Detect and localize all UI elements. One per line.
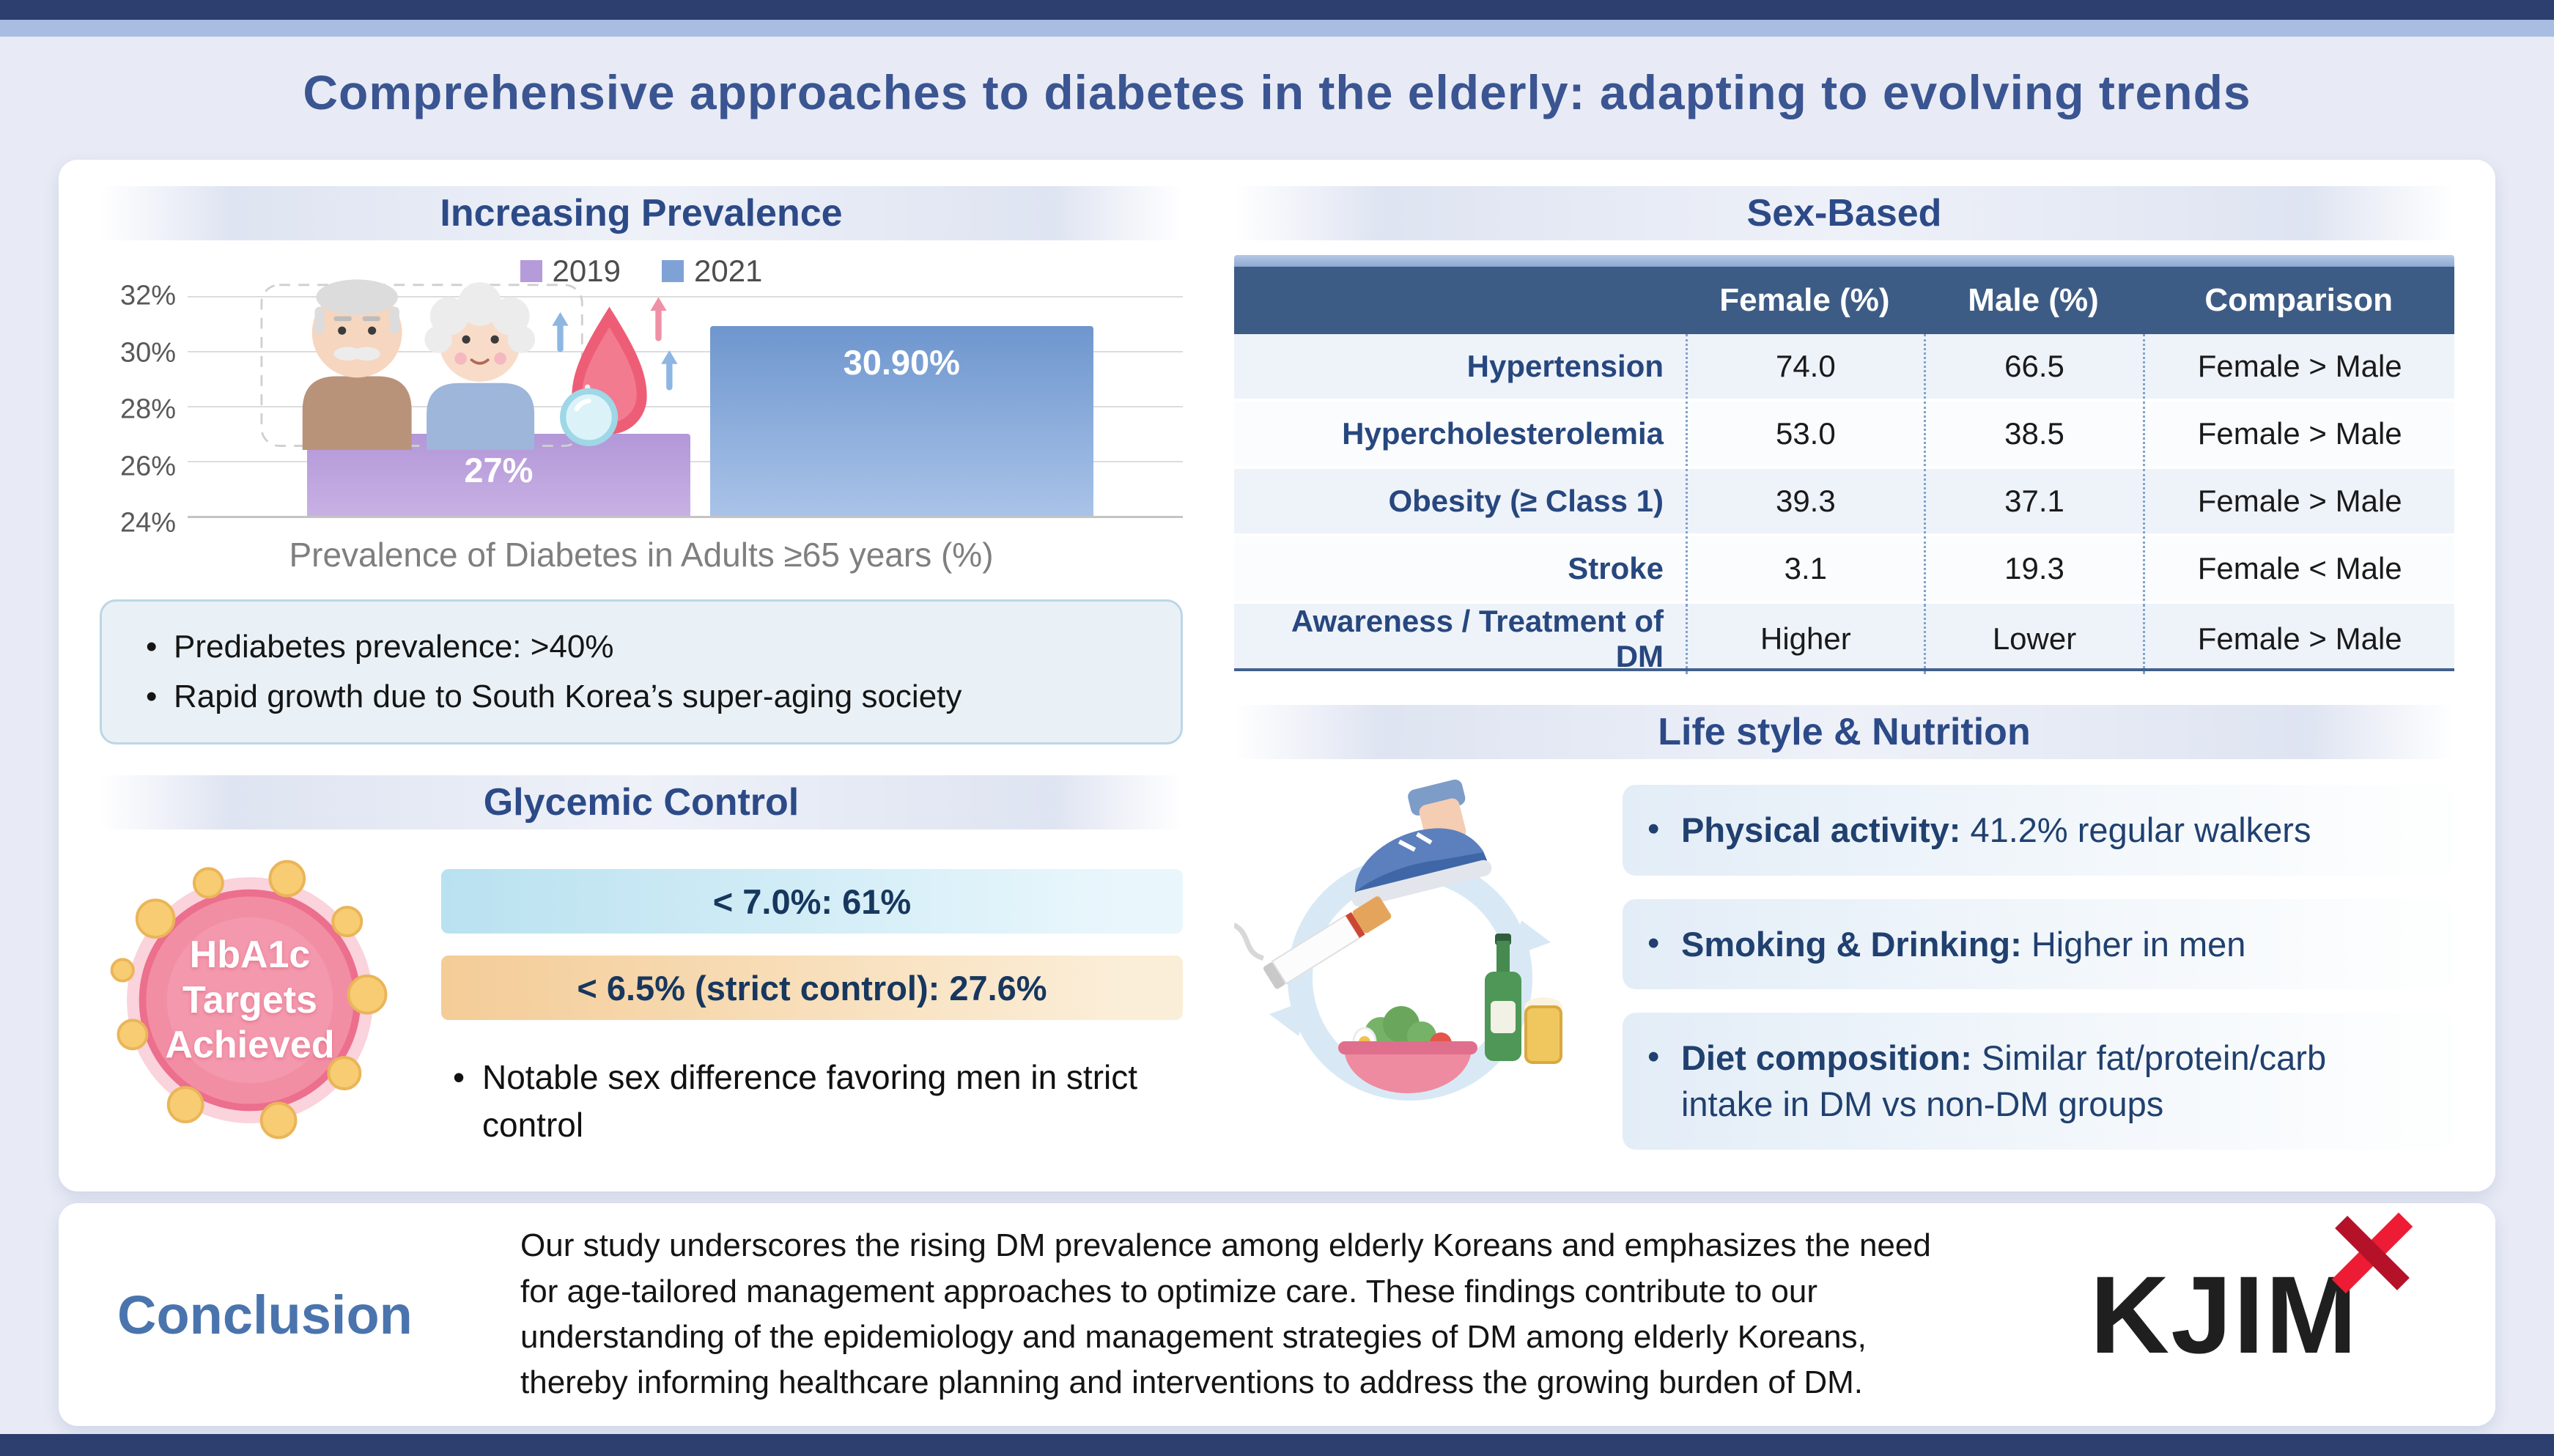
right-column: Sex-Based Female (%) Male (%) Comparison… <box>1232 186 2454 1169</box>
hba1c-target-bars: < 7.0%: 61% < 6.5% (strict control): 27.… <box>441 850 1183 1148</box>
male-value: 19.3 <box>1923 536 2144 601</box>
prevalence-note-box: Prediabetes prevalence: >40% Rapid growt… <box>100 599 1183 745</box>
row-label: Hypercholesterolemia <box>1342 416 1664 451</box>
lifestyle-item-lead: Diet composition: <box>1680 1038 1972 1077</box>
walking-shoe-icon <box>1351 779 1492 907</box>
table-header-male: Male (%) <box>1968 282 2099 318</box>
male-value: 38.5 <box>1923 402 2144 466</box>
comparison-value: Female > Male <box>2143 604 2454 674</box>
legend-swatch-2021 <box>661 260 684 282</box>
bar-2021-value-label: 30.90% <box>843 343 960 383</box>
table-header-female: Female (%) <box>1719 282 1890 318</box>
row-label: Awareness / Treatment of DM <box>1291 604 1664 673</box>
table-row-awareness-treatment: Awareness / Treatment of DM Higher Lower… <box>1233 604 2454 674</box>
lifestyle-content: Physical activity: 41.2% regular walkers… <box>1232 777 2454 1158</box>
bar-2021: 30.90% <box>709 326 1093 516</box>
table-header-condition <box>1234 267 1686 334</box>
row-label: Obesity (≥ Class 1) <box>1388 484 1664 518</box>
prevalence-note-1: Prediabetes prevalence: >40% <box>136 622 1147 672</box>
target-bar-6-5pct: < 6.5% (strict control): 27.6% <box>441 956 1183 1021</box>
lifestyle-item-text: Similar fat/protein/carb intake in DM vs… <box>1680 1038 2327 1124</box>
glycemic-note: Notable sex difference favoring men in s… <box>441 1054 1183 1148</box>
chart-bars: 27% 30.90% <box>188 296 1183 516</box>
main-content-panel: Increasing Prevalence 2019 2021 32% 30% … <box>59 160 2495 1191</box>
female-value: Higher <box>1686 604 1924 674</box>
chart-x-axis-caption: Prevalence of Diabetes in Adults ≥65 yea… <box>289 536 994 574</box>
conclusion-panel: Conclusion Our study underscores the ris… <box>59 1203 2495 1426</box>
bottom-navy-bar <box>0 1434 2554 1456</box>
male-value: 66.5 <box>1923 334 2144 399</box>
top-navy-bar <box>0 0 2554 20</box>
kjim-logo-text: KJIM <box>2089 1252 2359 1376</box>
comparison-value: Female < Male <box>2143 536 2454 601</box>
page-title: Comprehensive approaches to diabetes in … <box>303 65 2251 119</box>
female-value: 53.0 <box>1686 402 1924 466</box>
chart-y-axis: 32% 30% 28% 26% 24% <box>100 281 188 539</box>
lifestyle-item-text: Higher in men <box>2021 924 2246 964</box>
row-label: Stroke <box>1568 551 1664 585</box>
table-header-row: Female (%) Male (%) Comparison <box>1233 267 2454 334</box>
y-tick: 26% <box>119 451 176 481</box>
kjim-logo: KJIM <box>2012 1212 2437 1378</box>
hba1c-circle-illustration: HbA1c Targets Achieved <box>100 850 400 1150</box>
table-row-obesity: Obesity (≥ Class 1) 39.3 37.1 Female > M… <box>1233 469 2454 536</box>
y-tick: 28% <box>119 393 176 425</box>
table-row-hypercholesterolemia: Hypercholesterolemia 53.0 38.5 Female > … <box>1233 402 2454 469</box>
table-header-comparison: Comparison <box>2204 282 2394 318</box>
male-value: 37.1 <box>1923 469 2144 533</box>
lifestyle-item-text: 41.2% regular walkers <box>1960 810 2311 850</box>
cell-dots <box>110 860 388 1139</box>
comparison-value: Female > Male <box>2143 402 2454 466</box>
table-row-hypertension: Hypertension 74.0 66.5 Female > Male <box>1233 334 2454 402</box>
lifestyle-bullet-list: Physical activity: 41.2% regular walkers… <box>1622 785 2454 1150</box>
glycemic-content: HbA1c Targets Achieved < 7.0%: 61% < 6.5… <box>100 850 1183 1150</box>
comparison-value: Female > Male <box>2143 334 2454 399</box>
legend-item-2019: 2019 <box>520 254 621 289</box>
vegetable-bowl-icon <box>1337 1006 1477 1093</box>
y-tick: 24% <box>119 507 176 539</box>
chart-plot-area: 27% 30.90% <box>188 279 1183 518</box>
sex-based-table: Female (%) Male (%) Comparison Hypertens… <box>1233 255 2454 674</box>
female-value: 74.0 <box>1686 334 1924 399</box>
cigarette-icon <box>1232 896 1392 989</box>
prevalence-note-2: Rapid growth due to South Korea’s super-… <box>136 672 1147 722</box>
section-title-lifestyle-nutrition: Life style & Nutrition <box>1233 705 2454 759</box>
kjim-logo-x-mark <box>2331 1212 2413 1293</box>
legend-label-2021: 2021 <box>693 254 763 288</box>
lifestyle-cycle-illustration <box>1232 777 1586 1158</box>
male-value: Lower <box>1923 604 2144 674</box>
y-tick: 32% <box>119 280 176 311</box>
section-title-increasing-prevalence: Increasing Prevalence <box>100 186 1183 240</box>
lifestyle-item-lead: Physical activity: <box>1680 810 1961 850</box>
row-label: Hypertension <box>1466 349 1664 383</box>
legend-item-2021: 2021 <box>661 254 763 289</box>
lifestyle-item-physical-activity: Physical activity: 41.2% regular walkers <box>1622 785 2454 876</box>
conclusion-heading: Conclusion <box>117 1284 413 1345</box>
lifestyle-item-diet-composition: Diet composition: Similar fat/protein/ca… <box>1622 1013 2454 1150</box>
bar-2019: 27% <box>306 433 690 516</box>
lifestyle-item-lead: Smoking & Drinking: <box>1680 924 2022 964</box>
alcohol-bottles-icon <box>1484 934 1562 1064</box>
left-column: Increasing Prevalence 2019 2021 32% 30% … <box>100 186 1183 1169</box>
table-row-stroke: Stroke 3.1 19.3 Female < Male <box>1233 536 2454 604</box>
target-bar-7pct: < 7.0%: 61% <box>441 869 1183 934</box>
y-tick: 30% <box>119 337 176 368</box>
chart-legend: 2019 2021 <box>100 254 1183 289</box>
top-accent-strip <box>0 20 2554 37</box>
hba1c-circle-label: HbA1c Targets Achieved <box>165 934 335 1067</box>
bar-2019-value-label: 27% <box>464 450 534 489</box>
section-title-sex-based: Sex-Based <box>1233 186 2454 240</box>
lifestyle-item-smoking-drinking: Smoking & Drinking: Higher in men <box>1622 898 2454 989</box>
female-value: 3.1 <box>1686 536 1924 601</box>
legend-swatch-2019 <box>520 260 542 282</box>
legend-label-2019: 2019 <box>552 254 621 288</box>
female-value: 39.3 <box>1686 469 1924 533</box>
section-title-glycemic-control: Glycemic Control <box>100 775 1183 830</box>
conclusion-text: Our study underscores the rising DM prev… <box>520 1227 1931 1401</box>
comparison-value: Female > Male <box>2143 469 2454 533</box>
prevalence-bar-chart: 32% 30% 28% 26% 24% 27% 30.90% <box>100 279 1183 539</box>
table-top-strip <box>1233 255 2454 267</box>
